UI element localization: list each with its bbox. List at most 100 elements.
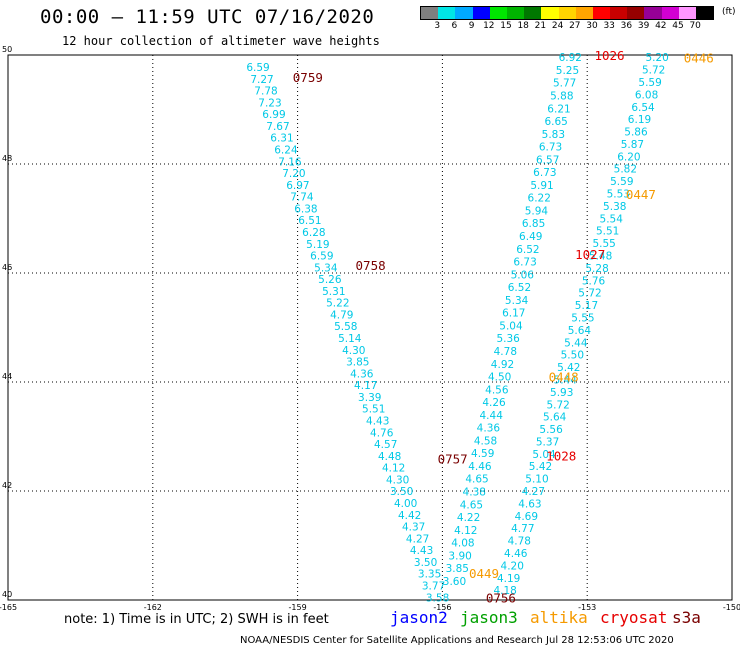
swh-value: 4.12 — [454, 525, 477, 537]
swh-value: 6.51 — [298, 215, 321, 227]
legend-swatch — [575, 7, 593, 19]
swh-value: 5.59 — [638, 77, 661, 89]
swh-value: 5.44 — [554, 374, 578, 386]
swh-value: 6.99 — [262, 109, 285, 121]
swh-value: 5.93 — [550, 387, 573, 399]
time-label: 1027 — [575, 247, 605, 262]
swh-value: 5.72 — [546, 399, 569, 411]
swh-value: 4.50 — [488, 372, 511, 384]
swh-value: 5.86 — [624, 127, 648, 139]
legend-label: 18 — [517, 21, 529, 31]
swh-value: 3.50 — [414, 557, 437, 569]
swh-value: 7.74 — [290, 192, 314, 204]
chart-subtitle: 12 hour collection of altimeter wave hei… — [62, 34, 380, 48]
swh-value: 4.65 — [460, 499, 483, 511]
swh-value: 4.58 — [474, 435, 497, 447]
legend-swatch — [524, 7, 542, 19]
swh-value: 4.08 — [451, 538, 474, 550]
swh-value: 3.77 — [422, 580, 445, 592]
y-tick-label: 48 — [2, 154, 12, 163]
swh-value: 5.82 — [614, 164, 637, 176]
swh-value: 3.39 — [358, 392, 381, 404]
swh-value: 4.26 — [482, 397, 506, 409]
swh-value: 6.28 — [302, 227, 325, 239]
time-label: 0447 — [626, 187, 656, 202]
swh-value: 7.23 — [258, 97, 281, 109]
swh-value: 4.37 — [402, 522, 425, 534]
time-label: 0446 — [684, 51, 714, 66]
swh-value: 4.63 — [518, 498, 541, 510]
swh-value: 5.54 — [600, 213, 624, 225]
swh-value: 5.31 — [322, 286, 345, 298]
swh-value: 7.67 — [266, 121, 289, 133]
legend-swatch — [506, 7, 525, 19]
satellite-jason2: jason2 — [390, 608, 448, 627]
swh-value: 6.17 — [502, 308, 525, 320]
legend-swatch — [610, 7, 628, 19]
legend-label: 36 — [620, 21, 633, 31]
graticule — [8, 55, 732, 600]
swh-value: 4.46 — [504, 548, 528, 560]
swh-value: 5.14 — [338, 333, 362, 345]
swh-value: 5.83 — [542, 129, 565, 141]
swh-value: 4.43 — [366, 416, 389, 428]
x-tick-label: -159 — [289, 603, 307, 612]
time-labels: 0759 0758 0757 0756 1026 1027 1028 0446 0447 0448… — [293, 48, 714, 605]
time-label: 0757 — [438, 451, 468, 466]
legend-label: 3 — [434, 21, 441, 31]
swh-value: 4.79 — [330, 309, 353, 321]
legend-label: 42 — [655, 21, 667, 31]
legend-swatch — [489, 7, 507, 19]
swh-value: 4.59 — [471, 448, 494, 460]
legend-swatch — [592, 7, 611, 19]
legend-label: 70 — [689, 21, 701, 31]
time-label: 0758 — [356, 258, 386, 273]
legend-unit: (ft) — [722, 7, 736, 17]
map-frame — [7, 54, 733, 601]
swh-value: 6.52 — [516, 244, 539, 256]
time-label: 1026 — [594, 48, 624, 63]
legend-swatch — [644, 7, 662, 19]
chart-title: 00:00 – 11:59 UTC 07/16/2020 — [40, 6, 375, 28]
swh-value: 5.88 — [550, 91, 573, 103]
swh-value: 5.28 — [585, 263, 608, 275]
swh-value: 4.18 — [493, 585, 516, 597]
swh-value: 6.19 — [628, 114, 651, 126]
footer-note: note: 1) Time is in UTC; 2) SWH is in fe… — [64, 612, 329, 627]
swh-value: 5.51 — [362, 404, 385, 416]
legend-swatch — [627, 7, 645, 19]
swh-value: 4.27 — [406, 533, 429, 545]
x-tick-label: -150 — [723, 603, 740, 612]
swh-value: 5.34 — [505, 295, 529, 307]
swh-value: 6.31 — [270, 133, 293, 145]
legend-label: 15 — [500, 21, 512, 31]
swh-value: 5.20 — [645, 52, 668, 64]
swh-value: 5.42 — [557, 362, 580, 374]
legend-swatch — [661, 7, 679, 19]
swh-value: 5.72 — [578, 288, 601, 300]
swh-value: 5.19 — [306, 239, 329, 251]
swh-value: 4.44 — [480, 410, 504, 422]
swh-value: 5.53 — [607, 189, 630, 201]
swh-value: 3.85 — [446, 563, 469, 575]
swh-value: 4.43 — [410, 545, 433, 557]
satellite-cryosat: cryosat — [600, 608, 668, 627]
time-label: 0449 — [469, 566, 499, 581]
legend-swatch — [678, 7, 696, 19]
legend-swatch — [696, 7, 714, 19]
swh-value: 6.59 — [246, 62, 269, 74]
swh-value: 5.48 — [589, 251, 612, 263]
time-label: 0759 — [293, 70, 323, 85]
swh-value: 5.76 — [582, 275, 606, 287]
swh-value: 7.78 — [254, 86, 277, 98]
swh-value: 3.58 — [426, 592, 449, 604]
footer-credit: NOAA/NESDIS Center for Satellite Applica… — [240, 635, 674, 646]
x-tick-label: -162 — [144, 603, 162, 612]
x-tick-label: -156 — [433, 603, 451, 612]
swh-value: 3.50 — [390, 486, 413, 498]
swh-value: 6.38 — [294, 203, 317, 215]
swh-value: 5.91 — [530, 180, 553, 192]
swh-value: 4.65 — [465, 474, 488, 486]
swh-value: 3.90 — [448, 550, 471, 562]
